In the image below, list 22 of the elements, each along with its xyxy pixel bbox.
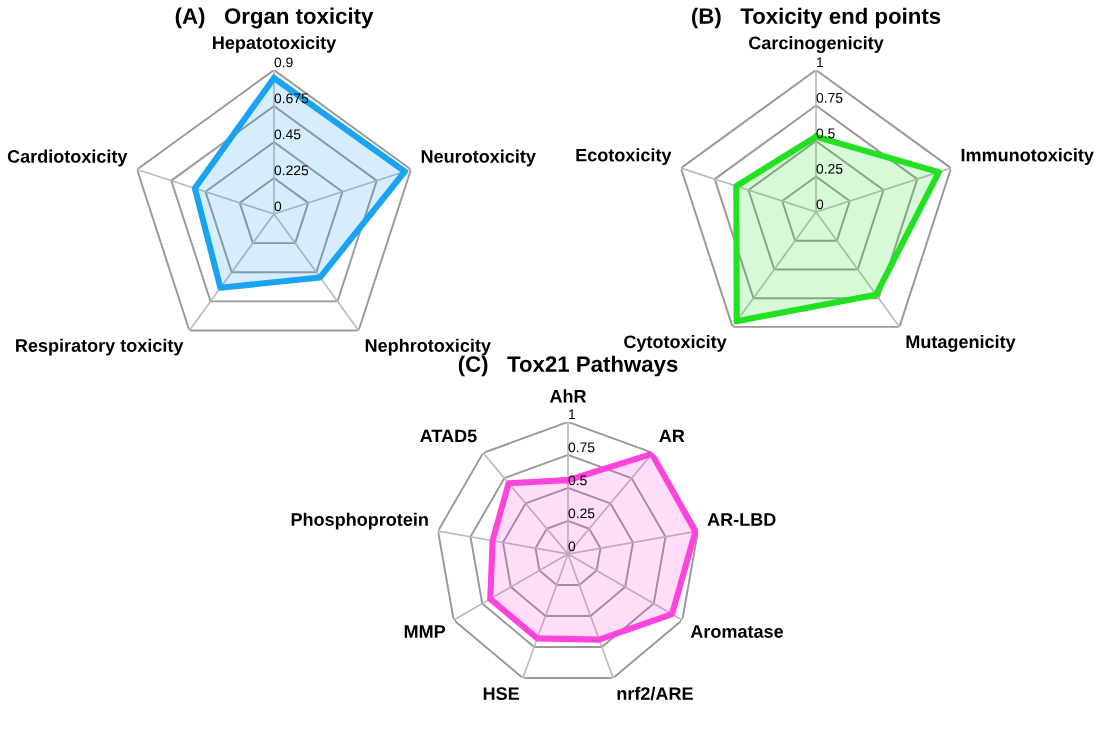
spoke-label: MMP	[404, 625, 446, 638]
spoke-label: Phosphoprotein	[291, 512, 428, 530]
spoke-label: Cardiotoxicity	[7, 149, 128, 167]
spoke-label: Immunotoxicity	[961, 148, 1094, 166]
spoke-label: Carcinogenicity	[749, 36, 884, 53]
spoke-label: Hepatotoxicity	[213, 35, 337, 53]
spoke-label: nrf2/ARE	[617, 686, 693, 701]
spoke-label: ATAD5	[420, 429, 477, 443]
spoke-label: Mutagenicity	[906, 334, 1016, 352]
spoke-label: AhR	[549, 389, 587, 403]
spoke-label: Ecotoxicity	[576, 148, 672, 166]
spoke-label: Neurotoxicity	[421, 149, 536, 167]
spoke-label: Nephrotoxicity	[365, 338, 491, 356]
chart-title: (B) Toxicity end points	[692, 7, 941, 29]
spoke-label: HSE	[483, 687, 519, 700]
spoke-label: Respiratory toxicity	[16, 338, 184, 356]
spoke-label: AR	[659, 429, 685, 443]
chart-title: (A) Organ toxicity	[175, 7, 374, 29]
spoke-label: Cytotoxicity	[624, 334, 727, 352]
spoke-label: Aromatase	[690, 625, 784, 638]
chart-title: (C) Tox21 Pathways	[458, 355, 678, 377]
spoke-label: AR-LBD	[707, 513, 776, 526]
